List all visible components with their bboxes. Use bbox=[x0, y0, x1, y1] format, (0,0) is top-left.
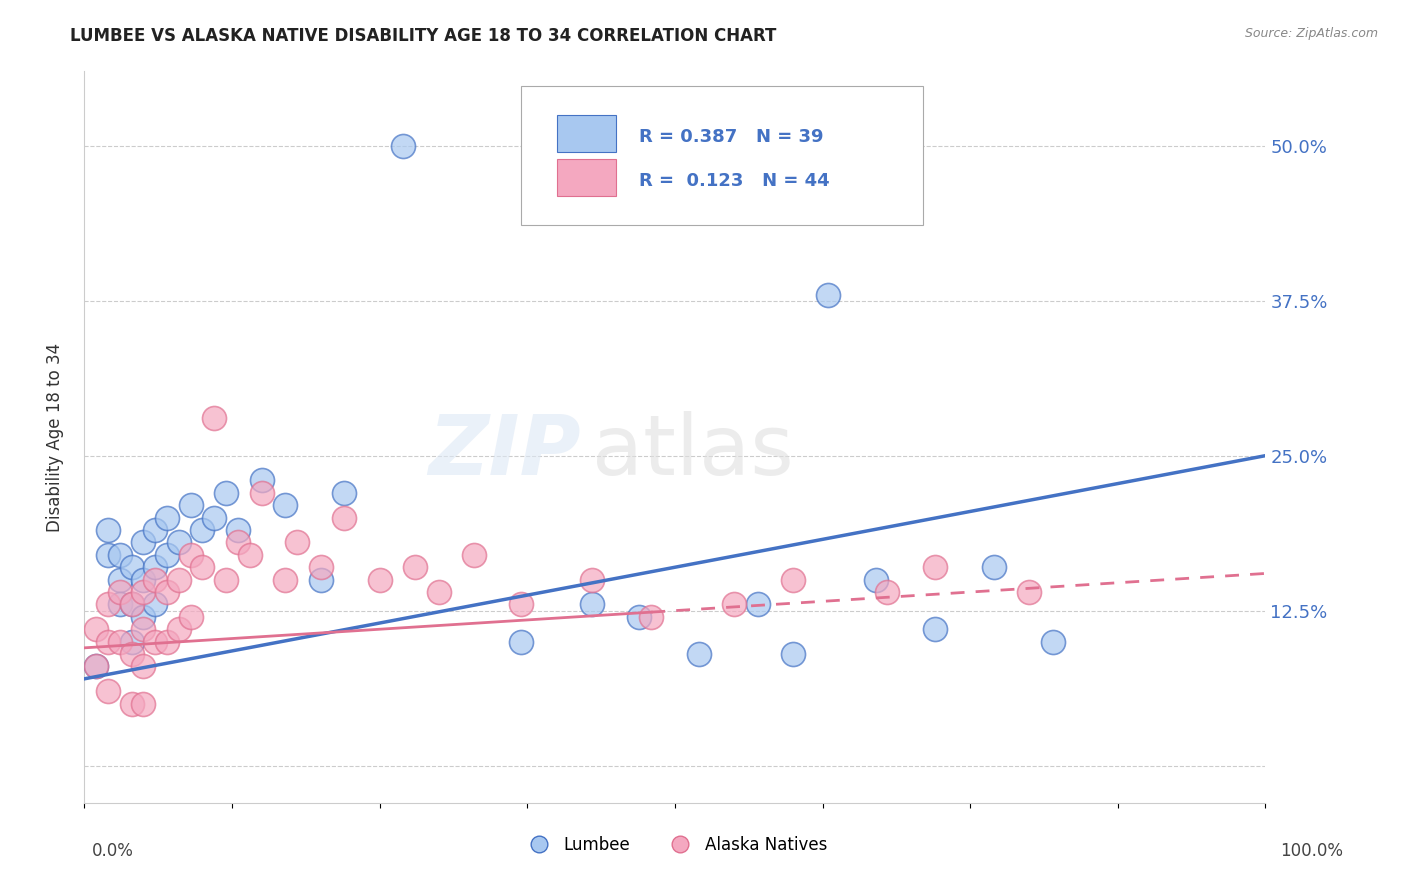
Point bbox=[132, 535, 155, 549]
Text: 0.0%: 0.0% bbox=[91, 842, 134, 860]
Point bbox=[143, 598, 166, 612]
Point bbox=[180, 548, 202, 562]
Point bbox=[392, 138, 415, 153]
Point bbox=[121, 560, 143, 574]
Point bbox=[782, 647, 804, 661]
Point bbox=[97, 598, 120, 612]
Point bbox=[156, 548, 179, 562]
Point bbox=[156, 634, 179, 648]
Point bbox=[817, 287, 839, 301]
FancyBboxPatch shape bbox=[522, 86, 922, 225]
Point bbox=[167, 535, 190, 549]
Point bbox=[427, 585, 450, 599]
Point bbox=[640, 610, 662, 624]
Point bbox=[723, 598, 745, 612]
Text: Source: ZipAtlas.com: Source: ZipAtlas.com bbox=[1244, 27, 1378, 40]
Point bbox=[226, 523, 249, 537]
Point bbox=[510, 634, 533, 648]
Point bbox=[924, 622, 946, 636]
Point bbox=[108, 585, 131, 599]
Point bbox=[368, 573, 391, 587]
Point bbox=[97, 548, 120, 562]
Point bbox=[121, 598, 143, 612]
Point bbox=[333, 486, 356, 500]
Point bbox=[121, 634, 143, 648]
Point bbox=[156, 585, 179, 599]
Point bbox=[84, 659, 107, 673]
Point bbox=[132, 659, 155, 673]
Text: atlas: atlas bbox=[592, 411, 794, 492]
FancyBboxPatch shape bbox=[557, 159, 616, 195]
Point bbox=[215, 573, 238, 587]
Point bbox=[132, 697, 155, 711]
Y-axis label: Disability Age 18 to 34: Disability Age 18 to 34 bbox=[45, 343, 63, 532]
Point bbox=[132, 573, 155, 587]
Point bbox=[274, 573, 297, 587]
Point bbox=[167, 573, 190, 587]
Text: R =  0.123   N = 44: R = 0.123 N = 44 bbox=[640, 172, 830, 190]
Point bbox=[97, 684, 120, 698]
Point bbox=[143, 573, 166, 587]
Point bbox=[876, 585, 898, 599]
Point bbox=[1018, 585, 1040, 599]
Point bbox=[143, 560, 166, 574]
Point bbox=[581, 598, 603, 612]
Point bbox=[202, 411, 225, 425]
Point bbox=[191, 560, 214, 574]
Point bbox=[983, 560, 1005, 574]
Point bbox=[274, 498, 297, 512]
FancyBboxPatch shape bbox=[557, 115, 616, 152]
Point bbox=[239, 548, 262, 562]
Point bbox=[143, 634, 166, 648]
Point bbox=[1042, 634, 1064, 648]
Point bbox=[191, 523, 214, 537]
Point bbox=[108, 573, 131, 587]
Point bbox=[202, 510, 225, 524]
Point bbox=[924, 560, 946, 574]
Point bbox=[747, 598, 769, 612]
Text: LUMBEE VS ALASKA NATIVE DISABILITY AGE 18 TO 34 CORRELATION CHART: LUMBEE VS ALASKA NATIVE DISABILITY AGE 1… bbox=[70, 27, 776, 45]
Point bbox=[404, 560, 426, 574]
Point bbox=[782, 573, 804, 587]
Point bbox=[108, 598, 131, 612]
Point bbox=[628, 610, 651, 624]
Point bbox=[180, 498, 202, 512]
Point bbox=[156, 510, 179, 524]
Point bbox=[333, 510, 356, 524]
Point bbox=[132, 622, 155, 636]
Point bbox=[121, 598, 143, 612]
Point bbox=[121, 647, 143, 661]
Point bbox=[97, 523, 120, 537]
Point bbox=[132, 585, 155, 599]
Text: 100.0%: 100.0% bbox=[1279, 842, 1343, 860]
Point bbox=[167, 622, 190, 636]
Point bbox=[108, 548, 131, 562]
Text: R = 0.387   N = 39: R = 0.387 N = 39 bbox=[640, 128, 824, 146]
Point bbox=[226, 535, 249, 549]
Point bbox=[180, 610, 202, 624]
Point bbox=[309, 560, 332, 574]
Legend: Lumbee, Alaska Natives: Lumbee, Alaska Natives bbox=[516, 829, 834, 860]
Point bbox=[309, 573, 332, 587]
Point bbox=[581, 573, 603, 587]
Point bbox=[215, 486, 238, 500]
Point bbox=[143, 523, 166, 537]
Point bbox=[108, 634, 131, 648]
Point bbox=[250, 486, 273, 500]
Point bbox=[688, 647, 710, 661]
Point bbox=[865, 573, 887, 587]
Point bbox=[510, 598, 533, 612]
Point bbox=[84, 659, 107, 673]
Point bbox=[121, 697, 143, 711]
Point bbox=[250, 474, 273, 488]
Point bbox=[285, 535, 308, 549]
Point bbox=[132, 610, 155, 624]
Text: ZIP: ZIP bbox=[427, 411, 581, 492]
Point bbox=[84, 622, 107, 636]
Point bbox=[97, 634, 120, 648]
Point bbox=[463, 548, 485, 562]
